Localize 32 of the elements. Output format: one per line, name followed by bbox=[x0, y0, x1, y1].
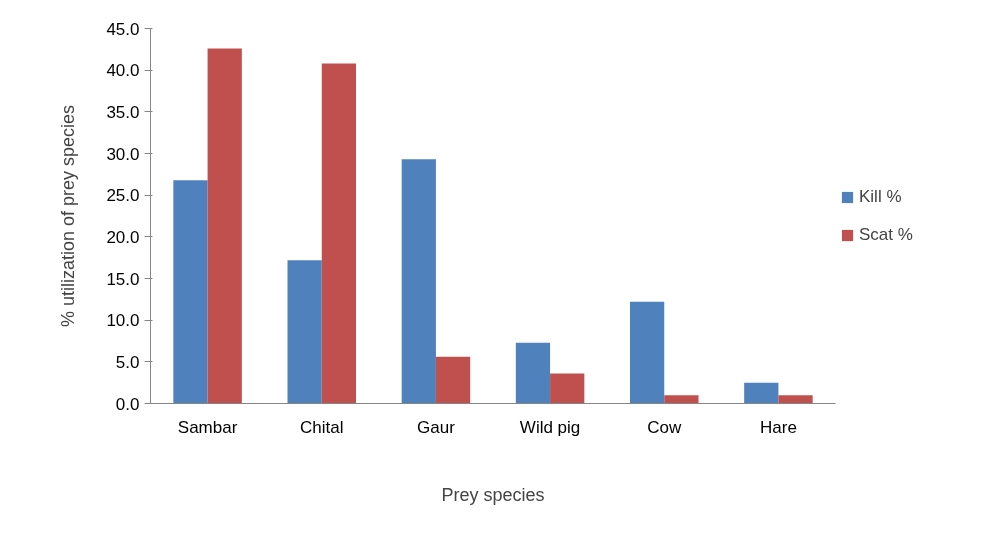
bar bbox=[173, 180, 208, 404]
y-tick-label: 0.0 bbox=[115, 394, 140, 414]
y-tick-label: 30.0 bbox=[106, 144, 140, 164]
legend-label: Kill % bbox=[859, 186, 902, 207]
y-tick-label: 35.0 bbox=[106, 102, 140, 122]
legend-label: Scat % bbox=[859, 224, 913, 245]
bar bbox=[401, 159, 436, 404]
bar bbox=[321, 63, 356, 404]
bar bbox=[207, 48, 242, 404]
bar bbox=[664, 395, 699, 404]
bar bbox=[287, 260, 322, 404]
x-axis-title: Prey species bbox=[441, 484, 545, 505]
bar bbox=[435, 356, 471, 404]
y-tick-label: 10.0 bbox=[106, 311, 140, 331]
y-tick-label: 20.0 bbox=[106, 227, 140, 247]
y-tick-label: 40.0 bbox=[106, 61, 140, 81]
x-tick-label: Sambar bbox=[177, 417, 238, 437]
bar bbox=[778, 395, 813, 404]
bar bbox=[515, 342, 551, 404]
y-tick-label: 25.0 bbox=[106, 186, 140, 206]
bar bbox=[744, 382, 779, 404]
y-tick-label: 45.0 bbox=[106, 19, 140, 39]
x-tick-label: Wild pig bbox=[519, 417, 581, 437]
x-tick-label: Cow bbox=[647, 417, 682, 437]
y-axis-title: % utilization of prey species bbox=[58, 104, 79, 328]
y-tick-label: 5.0 bbox=[115, 352, 140, 372]
y-tick-label: 15.0 bbox=[106, 269, 140, 289]
bar bbox=[550, 373, 585, 404]
x-tick-label: Chital bbox=[300, 417, 344, 437]
x-tick-label: Hare bbox=[759, 417, 797, 437]
bar bbox=[630, 301, 665, 404]
x-tick-label: Gaur bbox=[417, 417, 456, 437]
